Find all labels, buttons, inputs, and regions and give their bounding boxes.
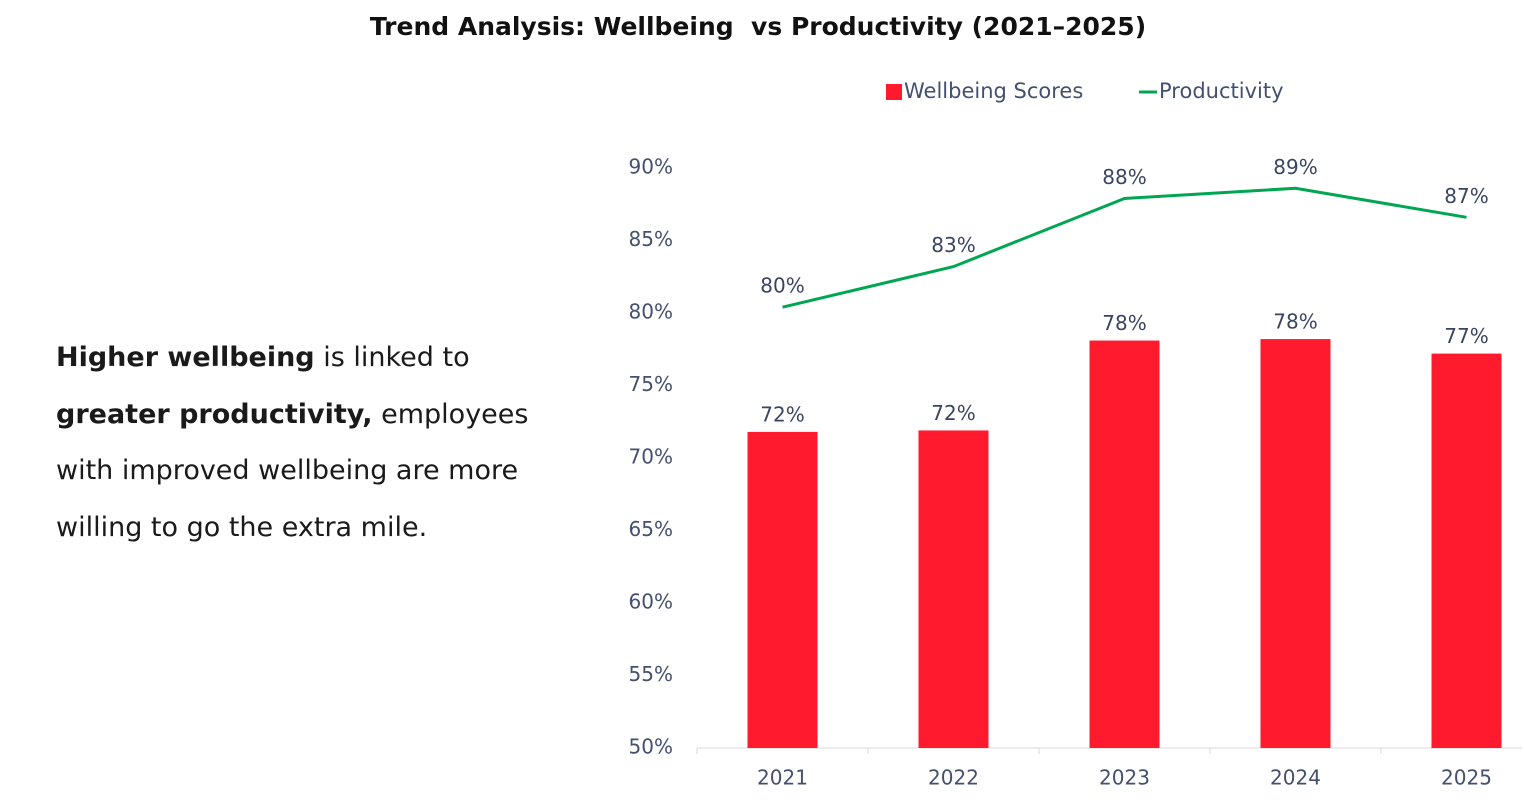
y-tick-label: 85% xyxy=(629,227,673,251)
annotation-line: Higher wellbeing is linked to xyxy=(56,330,616,387)
x-tick-label: 2024 xyxy=(1270,766,1321,790)
y-tick-label: 60% xyxy=(629,590,673,614)
bar-value-label: 77% xyxy=(1444,324,1488,348)
y-tick-label: 80% xyxy=(629,300,673,324)
bar xyxy=(1089,340,1160,748)
y-tick-label: 55% xyxy=(629,662,673,686)
bar-value-label: 78% xyxy=(1102,311,1146,335)
line-value-label: 89% xyxy=(1273,155,1317,179)
bar-value-label: 78% xyxy=(1273,310,1317,334)
annotation-text: willing to go the extra mile. xyxy=(56,512,428,544)
legend-label: Productivity xyxy=(1159,79,1284,103)
bar xyxy=(918,430,989,748)
annotation-line: greater productivity, employees xyxy=(56,387,616,444)
legend-label: Wellbeing Scores xyxy=(904,79,1083,103)
bar-value-label: 72% xyxy=(760,402,804,426)
bar xyxy=(1260,339,1331,748)
line-value-label: 80% xyxy=(760,274,804,298)
legend-swatch xyxy=(886,84,902,100)
annotation: Higher wellbeing is linked to greater pro… xyxy=(56,330,616,557)
annotation-line: with improved wellbeing are more xyxy=(56,443,616,500)
y-tick-label: 65% xyxy=(629,517,673,541)
annotation-text: with improved wellbeing are more xyxy=(56,455,519,487)
x-tick-label: 2025 xyxy=(1441,766,1492,790)
y-tick-label: 70% xyxy=(629,445,673,469)
bar-value-label: 72% xyxy=(931,401,975,425)
annotation-line: willing to go the extra mile. xyxy=(56,500,616,557)
bar xyxy=(1431,353,1502,748)
line xyxy=(782,186,1467,309)
x-tick-label: 2023 xyxy=(1099,766,1150,790)
chart-title: Trend Analysis: Wellbeing vs Productivit… xyxy=(370,12,1146,41)
x-tick-label: 2021 xyxy=(757,766,808,790)
x-tick-label: 2022 xyxy=(928,766,979,790)
bar xyxy=(747,431,818,748)
y-tick-label: 75% xyxy=(629,372,673,396)
annotation-bold-text: greater productivity, xyxy=(56,398,373,430)
y-tick-label: 50% xyxy=(629,735,673,759)
line-value-label: 83% xyxy=(931,233,975,257)
y-tick-label: 90% xyxy=(629,155,673,179)
line-value-label: 88% xyxy=(1102,165,1146,189)
line-value-label: 87% xyxy=(1444,184,1488,208)
annotation-bold-text: Higher wellbeing xyxy=(56,342,315,373)
annotation-text: employees xyxy=(372,398,529,430)
annotation-text: is linked to xyxy=(314,342,470,373)
